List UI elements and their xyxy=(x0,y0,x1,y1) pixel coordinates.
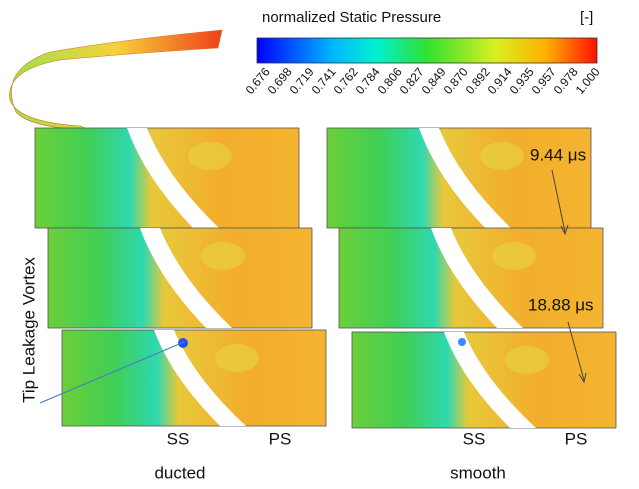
pressure-blob xyxy=(188,142,232,170)
blade xyxy=(419,128,511,228)
caption: smooth xyxy=(450,463,506,482)
arrow xyxy=(551,169,566,233)
arrow-head xyxy=(560,224,569,236)
ps-label: PS xyxy=(269,429,292,448)
colorbar-tick-label: 1.000 xyxy=(573,65,603,97)
pressure-blob xyxy=(480,142,524,170)
pressure-blob xyxy=(201,242,245,270)
vortex-pointer xyxy=(39,341,185,404)
pressure-blob xyxy=(215,344,259,372)
contour-panel xyxy=(61,329,327,427)
blade xyxy=(140,228,232,328)
blade xyxy=(431,228,523,328)
blade xyxy=(444,332,536,428)
blade xyxy=(127,128,219,228)
colorbar xyxy=(256,37,598,64)
ss-label: SS xyxy=(167,429,190,448)
pressure-blob xyxy=(492,242,536,270)
ps-label: PS xyxy=(565,429,588,448)
contour-panel xyxy=(34,127,300,229)
contour-panel xyxy=(326,127,592,229)
airfoil-shape xyxy=(9,29,223,131)
time-label: 9.44 μs xyxy=(530,145,586,164)
colorbar-title: normalized Static Pressure xyxy=(262,9,441,26)
contour-panel xyxy=(47,227,313,329)
vortex-label: Tip Leakage Vortex xyxy=(19,257,38,403)
arrow xyxy=(567,321,585,381)
ss-label: SS xyxy=(463,429,486,448)
pressure-blob xyxy=(505,346,549,374)
contour-panel xyxy=(338,227,604,329)
colorbar-unit: [-] xyxy=(580,9,593,26)
time-label: 18.88 μs xyxy=(528,295,594,314)
arrow-head xyxy=(578,372,587,384)
caption: ducted xyxy=(154,463,205,482)
vortex-core xyxy=(458,338,466,346)
contour-panel xyxy=(351,331,617,429)
blade xyxy=(154,330,246,426)
